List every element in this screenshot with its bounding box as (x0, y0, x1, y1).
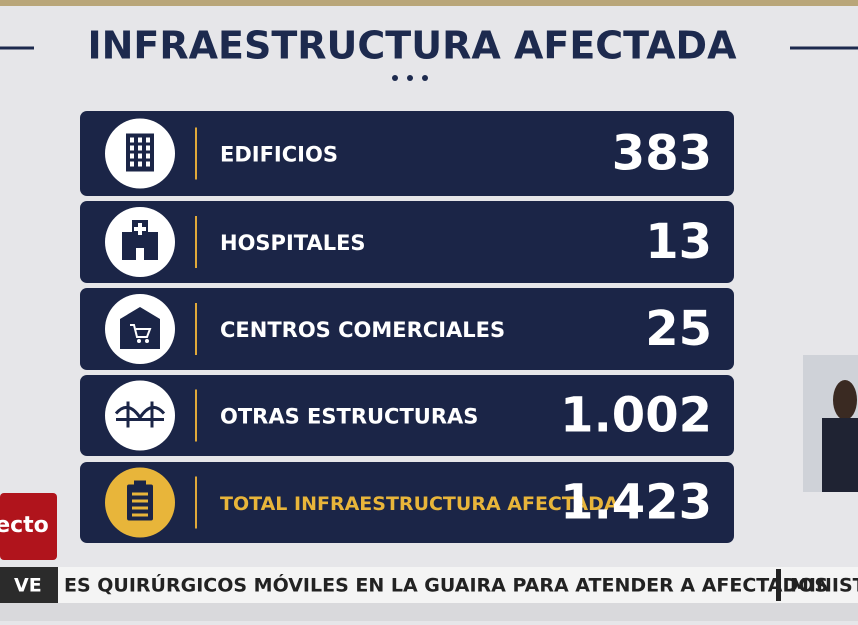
row-value: 383 (612, 126, 712, 182)
row-value: 25 (645, 301, 712, 357)
icon-shape (132, 513, 148, 517)
icon-shape (132, 506, 148, 510)
icon-shape (134, 223, 146, 235)
row-panel (80, 288, 734, 370)
ticker-tag (0, 567, 58, 603)
icon-shape (136, 248, 144, 260)
title-dots (392, 75, 428, 81)
ticker-text: ES QUIRÚRGICOS MÓVILES EN LA GUAIRA PARA… (64, 573, 828, 597)
icon-shape (130, 153, 134, 159)
row: HOSPITALES 13 (80, 201, 734, 283)
top-strip (0, 0, 858, 6)
ticker-tag-text: VE (14, 575, 42, 597)
row-panel (80, 111, 734, 196)
row-label: CENTROS COMERCIALES (220, 318, 505, 342)
title: INFRAESTRUCTURA AFECTADA (87, 24, 737, 68)
row-label: EDIFICIOS (220, 143, 338, 167)
icon-shape (130, 145, 134, 151)
icon-shape (138, 145, 142, 151)
video-person (833, 380, 857, 420)
icon-shape (146, 137, 150, 143)
rows: EDIFICIOS 383 HOSPITALES 13 CENTROS COMERCIA… (80, 111, 734, 543)
icon-shape (134, 480, 146, 487)
icon-shape (114, 401, 166, 428)
icon-shape (146, 161, 150, 167)
icon-shape (137, 339, 141, 343)
row: EDIFICIOS 383 (80, 111, 734, 196)
live-badge (0, 493, 57, 560)
icon-shape (132, 492, 148, 496)
video-person (822, 418, 858, 492)
row: OTRAS ESTRUCTURAS 1.002 (80, 375, 734, 456)
icon-shape (130, 137, 134, 143)
badge-text: ecto (0, 513, 49, 538)
row-label: OTRAS ESTRUCTURAS (220, 405, 478, 429)
row-value: 1.423 (560, 475, 712, 531)
icon-shape (146, 145, 150, 151)
icon-shape (130, 161, 134, 167)
row-panel (80, 375, 734, 456)
row-value: 13 (645, 214, 712, 270)
row-label: HOSPITALES (220, 231, 366, 255)
icon-shape (145, 339, 149, 343)
ticker (0, 567, 858, 603)
row-panel (80, 201, 734, 283)
icon-shape (138, 137, 142, 143)
row-value: 1.002 (560, 388, 712, 444)
row: CENTROS COMERCIALES 25 (80, 288, 734, 370)
bottom-strip (0, 603, 858, 621)
icon-shape (138, 153, 142, 159)
row-label: TOTAL INFRAESTRUCTURA AFECTADA (220, 493, 619, 515)
icon-shape (138, 161, 142, 167)
row-panel (80, 462, 734, 543)
icon-shape (146, 153, 150, 159)
icon-shape (130, 324, 152, 338)
ticker-next: MINIST (790, 575, 858, 597)
icon-shape (132, 499, 148, 503)
ticker-separator (776, 569, 781, 601)
